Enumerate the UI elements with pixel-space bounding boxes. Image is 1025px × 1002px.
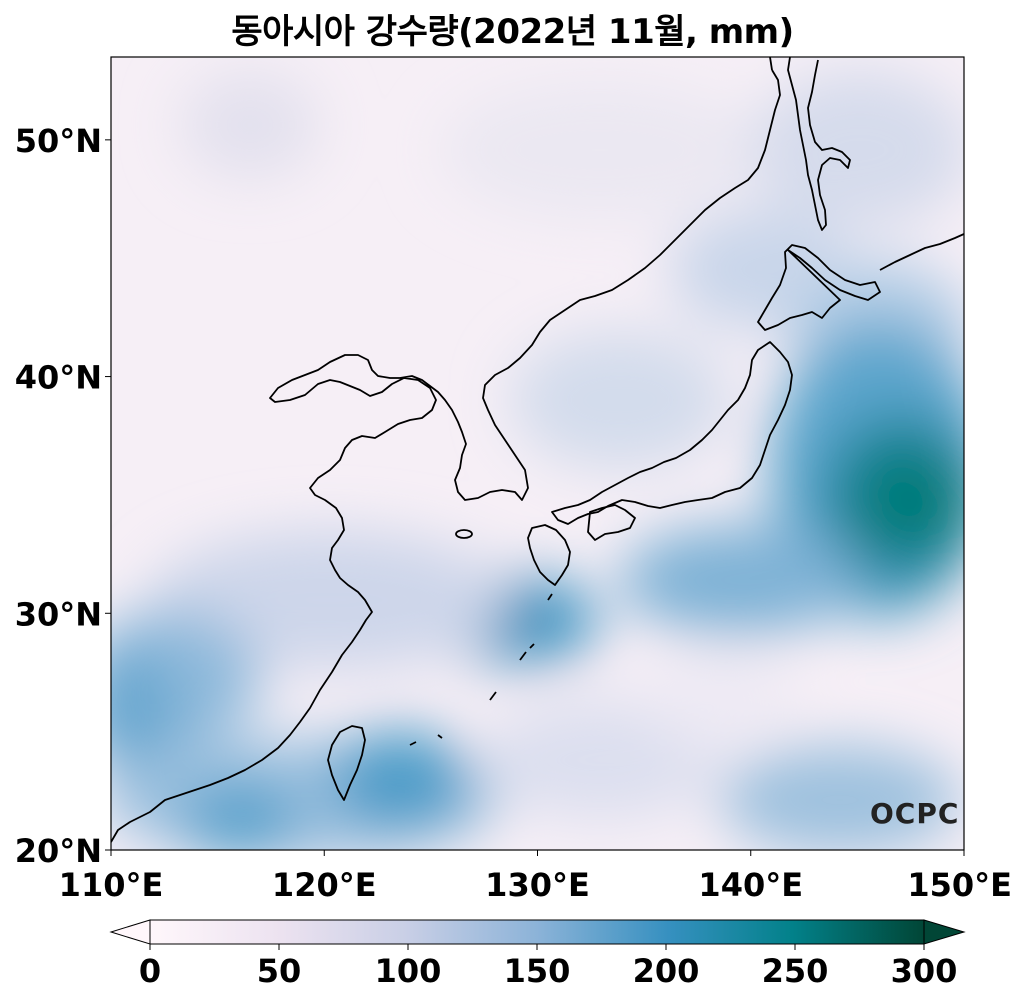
coastline-sakhalin — [787, 57, 851, 231]
lon-tick-label: 140°E — [698, 866, 803, 904]
lon-tick-label: 120°E — [272, 866, 377, 904]
ocpc-logo: OCPC — [870, 797, 959, 830]
colorbar-tick-label: 150 — [504, 952, 571, 990]
coastline-shikoku — [587, 504, 636, 541]
lat-tick-label: 20°N — [15, 832, 102, 870]
colorbar: 0 50 100 150 200 250 300 — [109, 919, 966, 990]
lon-tick-label: 130°E — [485, 866, 590, 904]
colorbar-extend-high — [923, 919, 966, 945]
colorbar-ticks: 0 50 100 150 200 250 300 — [139, 944, 958, 990]
coastline-mainland — [111, 69, 781, 843]
lon-tick-label: 150°E — [907, 866, 1012, 904]
lon-tick-label: 110°E — [59, 866, 164, 904]
colorbar-tick-label: 0 — [139, 952, 161, 990]
coastline-kyushu — [527, 524, 571, 586]
lat-tick-label: 50°N — [15, 122, 102, 160]
lat-tick-label: 40°N — [15, 359, 102, 397]
map-title: 동아시아 강수량(2022년 11월, mm) — [231, 12, 794, 52]
coastline-jeju — [455, 529, 473, 539]
colorbar-extend-low — [109, 919, 151, 945]
coastline-honshu — [551, 341, 793, 525]
latitude-ticks: 20°N 30°N 40°N 50°N — [15, 122, 111, 870]
coastline-hokkaido — [757, 244, 881, 331]
colorbar-tick-label: 200 — [633, 952, 700, 990]
precipitation-field — [111, 57, 964, 850]
colorbar-tick-label: 50 — [257, 952, 302, 990]
coastlines — [111, 57, 964, 843]
colorbar-tick-label: 100 — [375, 952, 442, 990]
colorbar-tick-label: 300 — [891, 952, 958, 990]
coastline-kuril — [879, 233, 964, 271]
colorbar-tick-label: 250 — [762, 952, 829, 990]
longitude-ticks: 110°E 120°E 130°E 140°E 150°E — [59, 850, 1012, 904]
lat-tick-label: 30°N — [15, 595, 102, 633]
coastline-ryukyu — [409, 593, 553, 746]
coastline-russia-east — [769, 57, 773, 71]
coastline-taiwan — [327, 725, 366, 801]
colorbar-body — [150, 920, 924, 944]
